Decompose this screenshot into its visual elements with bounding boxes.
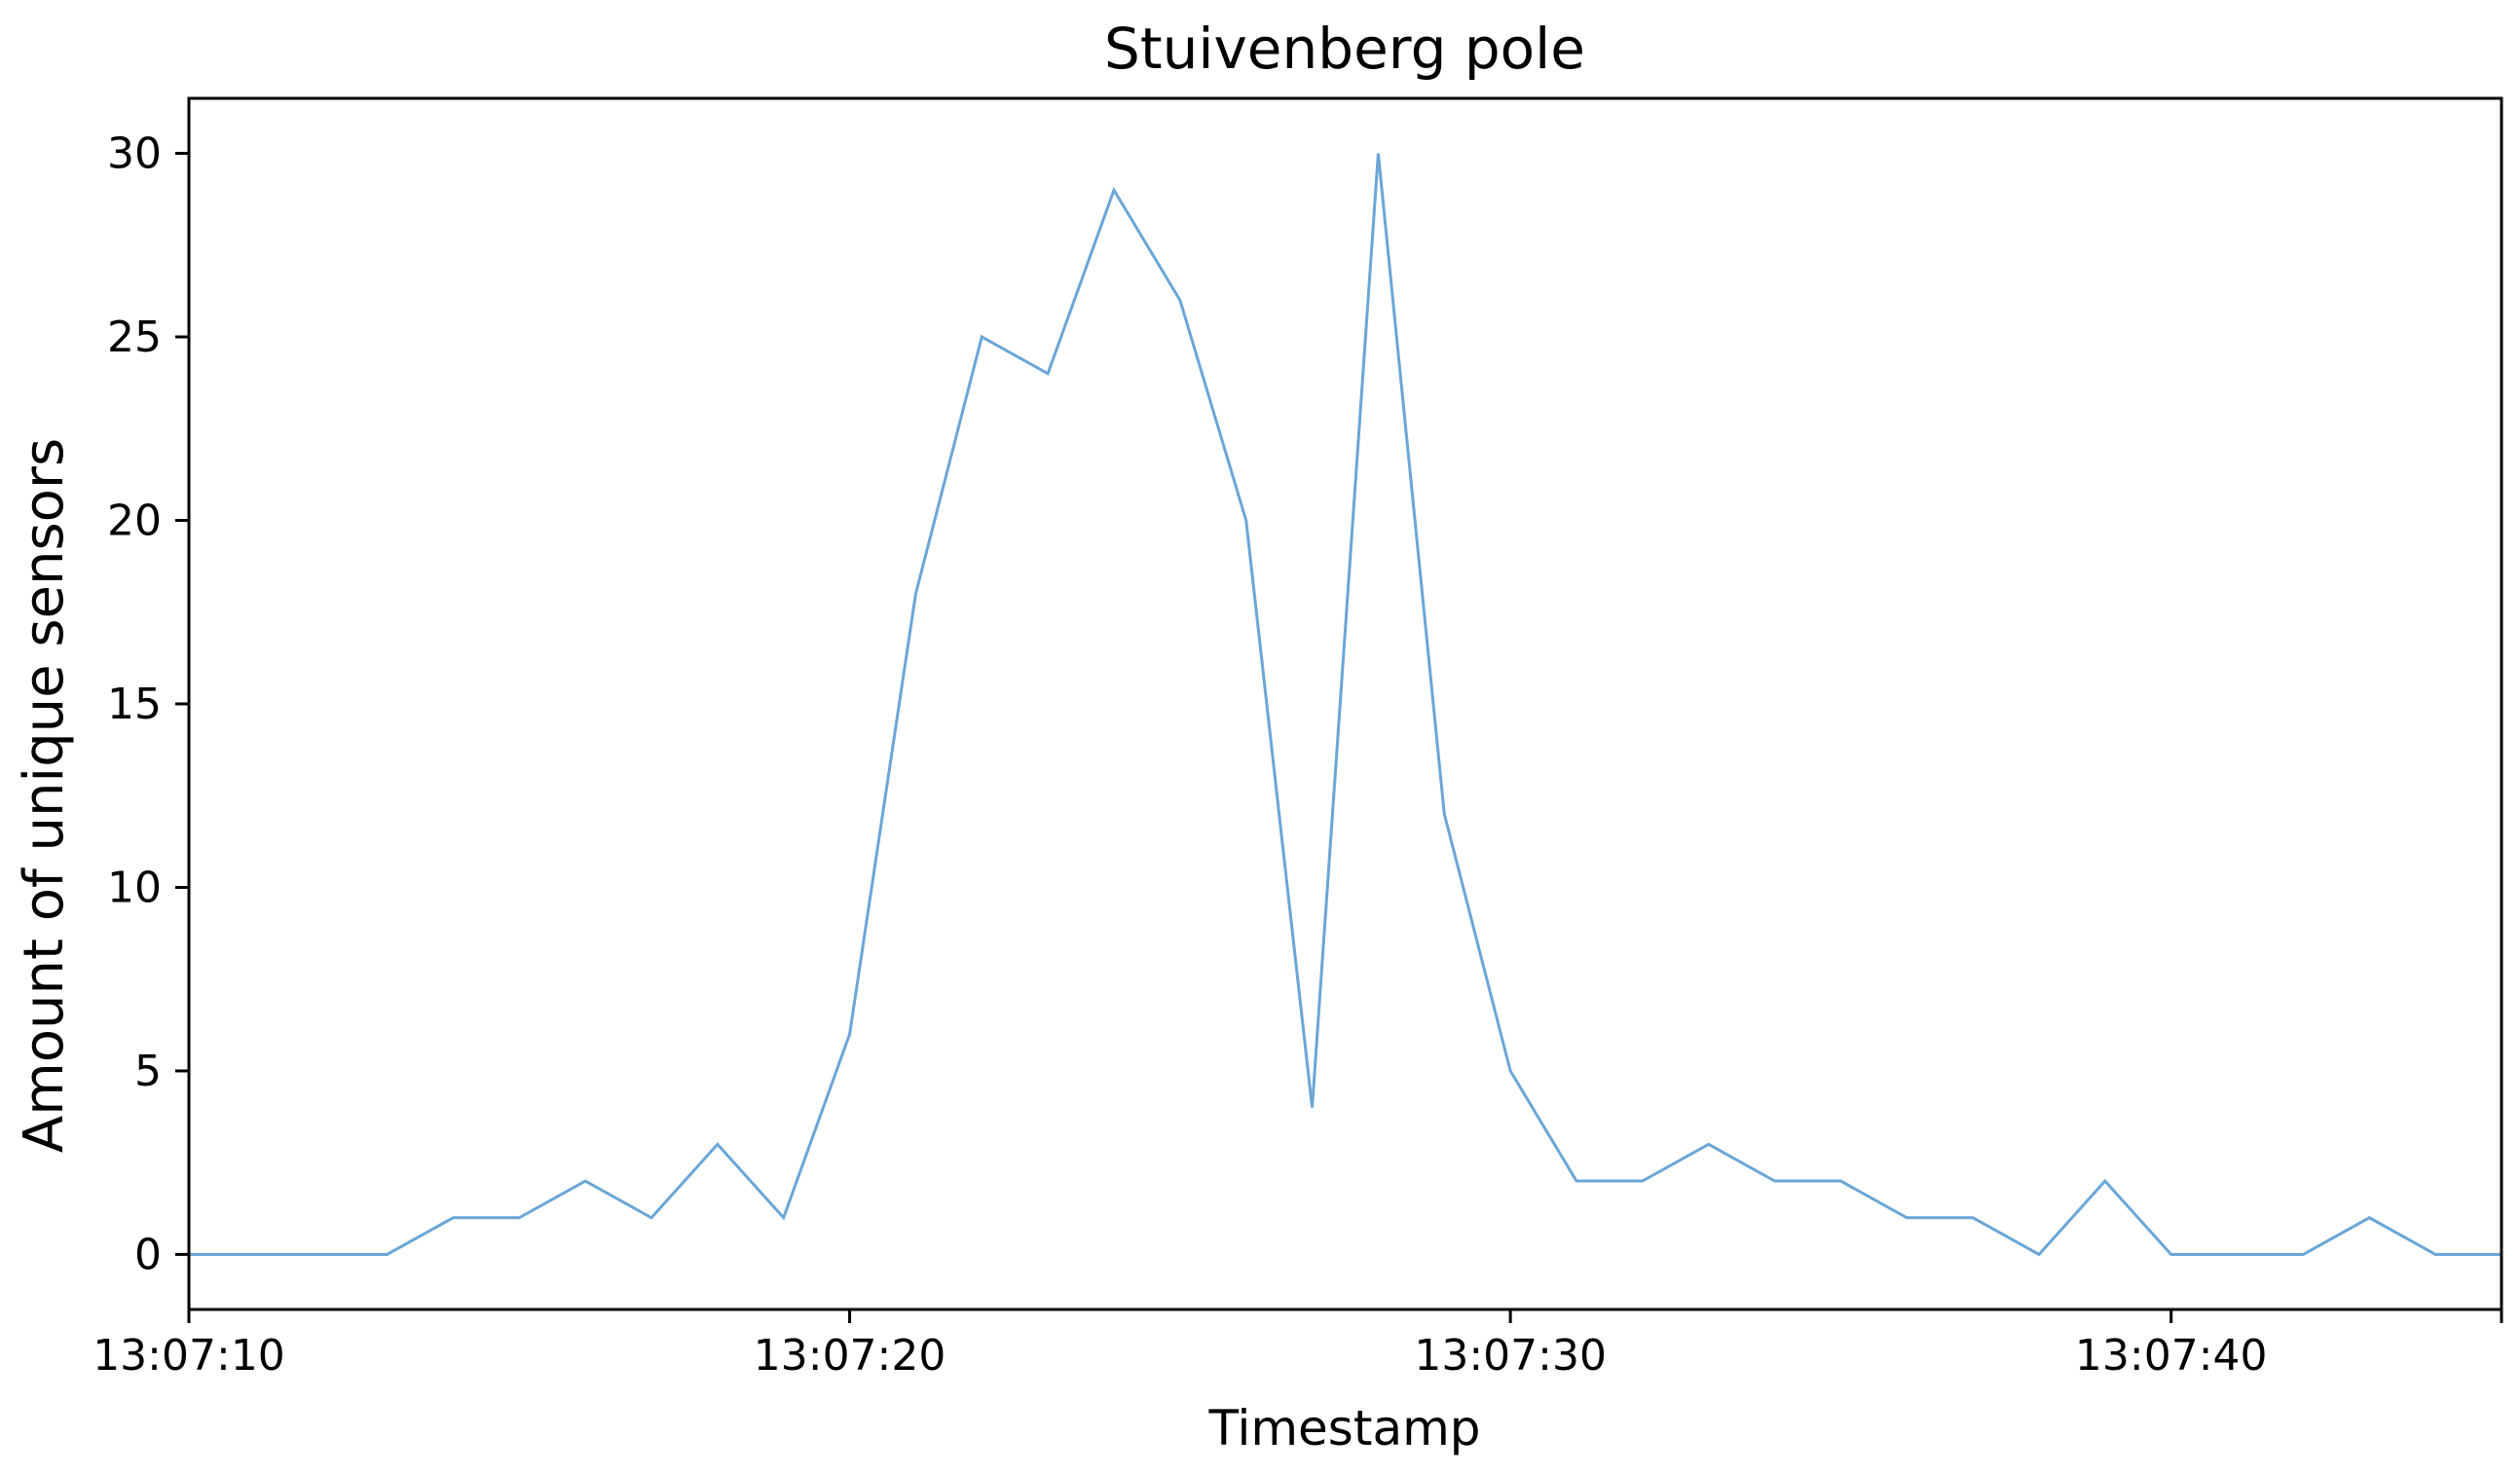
series-layer — [189, 153, 2501, 1257]
y-tick-label: 25 — [107, 313, 162, 362]
y-tick-label: 10 — [107, 863, 162, 912]
x-tick-label: 13:07:10 — [93, 1331, 285, 1381]
series-line-0 — [189, 153, 2501, 1257]
x-tick-label: 13:07:30 — [1414, 1331, 1607, 1381]
y-tick-label: 20 — [107, 497, 162, 546]
plot-frame — [187, 96, 2503, 1311]
y-tick-label: 5 — [134, 1047, 162, 1096]
y-tick-label: 15 — [107, 680, 162, 729]
chart-title: Stuivenberg pole — [1104, 16, 1585, 82]
y-tick-label: 0 — [134, 1230, 162, 1279]
x-tick-label: 13:07:20 — [754, 1331, 946, 1381]
ticks-layer: 0 5 10 15 20 25 30 13:07:10 13:07:20 13:07:30 13:0… — [93, 129, 2503, 1381]
x-tick-label: 13:07:40 — [2075, 1331, 2268, 1381]
x-axis-label: Timestamp — [1207, 1400, 1480, 1456]
y-tick-label: 30 — [107, 129, 162, 179]
y-axis-label: Amount of unique sensors — [13, 438, 76, 1153]
